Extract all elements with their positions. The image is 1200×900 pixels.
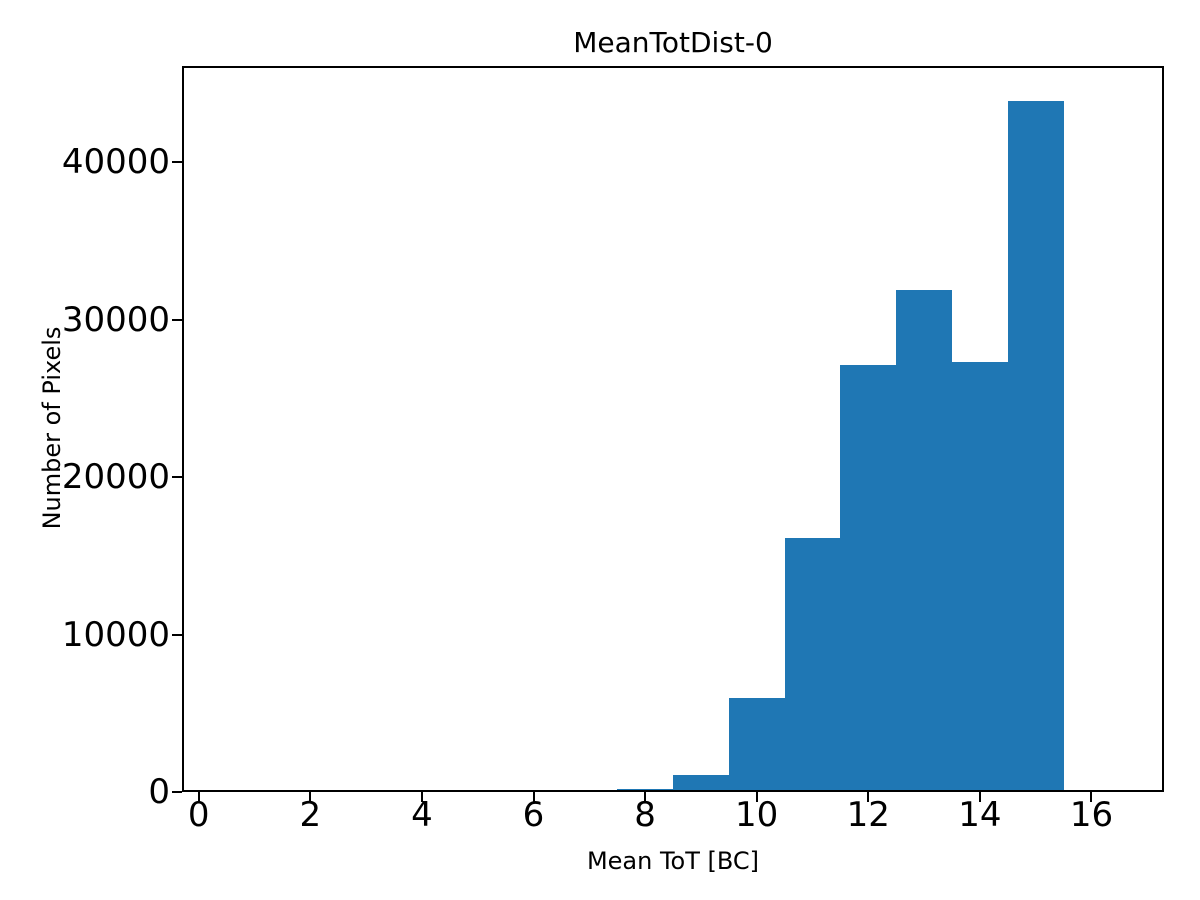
histogram-bar	[840, 365, 897, 792]
y-tick-label: 10000	[61, 614, 170, 655]
x-tick-label: 4	[411, 795, 433, 835]
x-tick-label: 8	[634, 795, 656, 835]
y-tick-label: 20000	[61, 457, 170, 498]
x-tick-label: 6	[522, 795, 545, 835]
y-axis-label: Number of Pixels	[38, 326, 66, 530]
x-tick-label: 0	[187, 795, 210, 835]
histogram-bar	[896, 289, 952, 792]
y-tick-mark	[172, 476, 182, 479]
histogram-bar	[951, 362, 1008, 792]
x-tick-mark	[867, 792, 870, 802]
x-tick-mark	[755, 792, 758, 802]
x-tick-mark	[420, 792, 423, 802]
x-tick-label: 14	[958, 795, 1002, 835]
x-tick-mark	[309, 792, 312, 802]
x-tick-mark	[978, 792, 981, 802]
x-tick-label: 2	[299, 795, 322, 835]
plot-area	[182, 66, 1164, 792]
y-tick-label: 0	[148, 772, 170, 812]
x-tick-mark	[644, 792, 647, 802]
y-tick-mark	[172, 633, 182, 636]
y-tick-mark	[172, 791, 182, 793]
x-tick-label: 16	[1069, 795, 1114, 835]
histogram-bar	[784, 538, 841, 792]
y-tick-label: 30000	[61, 299, 170, 340]
x-tick-label: 10	[735, 795, 779, 835]
histogram-bar	[673, 774, 729, 792]
x-tick-mark	[197, 792, 200, 802]
chart-title: MeanTotDist-0	[573, 26, 773, 59]
y-tick-mark	[172, 161, 182, 164]
x-tick-mark	[532, 792, 535, 802]
x-tick-label: 12	[846, 795, 890, 835]
histogram-bar	[1007, 100, 1064, 792]
x-tick-mark	[1090, 792, 1093, 802]
y-tick-mark	[172, 318, 182, 321]
y-tick-label: 40000	[61, 142, 170, 183]
histogram-bar	[728, 697, 785, 792]
x-axis-label: Mean ToT [BC]	[586, 847, 760, 875]
histogram-bars	[182, 66, 1164, 792]
